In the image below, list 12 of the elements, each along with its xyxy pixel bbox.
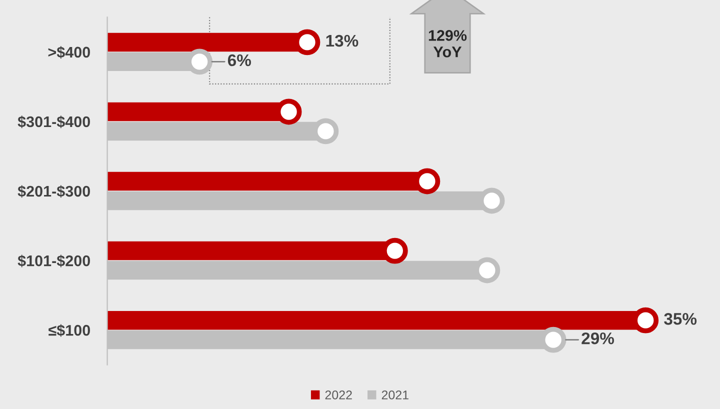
y-tick-label: $101-$200	[18, 254, 90, 268]
legend-label: 2021	[382, 390, 408, 400]
y-tick-label: $301-$400	[18, 116, 90, 128]
y-tick-label: >$400	[48, 46, 90, 59]
annotation: 129% YoY	[428, 30, 467, 58]
data-label: 6%	[228, 54, 251, 66]
y-tick-label: $201-$300	[18, 185, 90, 198]
data-label: 29%	[582, 332, 614, 344]
data-label: 35%	[664, 313, 697, 325]
data-label: 13%	[326, 34, 358, 47]
legend-label: 2022	[325, 390, 352, 400]
y-tick-label: ≤$100	[48, 324, 90, 337]
